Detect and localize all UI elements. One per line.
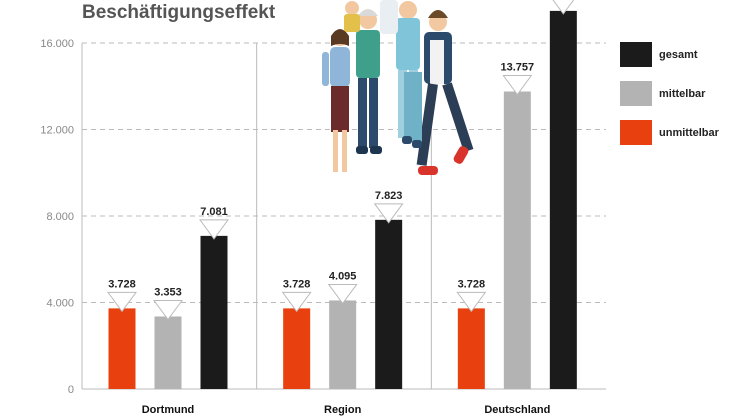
bar-gesamt <box>375 219 403 389</box>
value-pointer <box>153 299 183 321</box>
y-tick-label: 8.000 <box>46 211 74 223</box>
x-axis: Dortmund Region Deutschland <box>142 404 551 416</box>
bar-unmittelbar <box>108 308 136 389</box>
data-label: 13.757 <box>501 62 535 74</box>
x-tick-label: Dortmund <box>142 404 195 416</box>
bar-unmittelbar <box>283 308 311 389</box>
y-tick-label: 16.000 <box>40 38 74 50</box>
data-label: 4.095 <box>329 270 357 282</box>
value-pointer <box>199 219 229 240</box>
data-label: 7.823 <box>375 190 403 202</box>
value-pointer <box>281 291 312 313</box>
chart-title: Beschäftigungseffekt <box>82 2 276 23</box>
value-pointer <box>107 291 137 313</box>
x-tick-label: Region <box>324 404 362 416</box>
data-label: 3.728 <box>458 278 486 290</box>
legend-label: unmittelbar <box>659 127 720 139</box>
y-tick-label: 12.000 <box>40 125 74 137</box>
bar-mittelbar <box>329 300 357 389</box>
data-label: 3.728 <box>108 278 136 290</box>
value-pointer <box>373 203 404 224</box>
data-labels: 3.728 3.353 7.081 3.728 4.095 7.823 3.728 13.75… <box>107 0 575 321</box>
legend-swatch-mittelbar <box>620 81 652 106</box>
people-group-icon <box>322 0 474 175</box>
legend: gesamt mittelbar unmittelbar <box>620 42 720 145</box>
bar-gesamt <box>200 235 228 389</box>
legend-swatch-unmittelbar <box>620 120 652 145</box>
x-tick-label: Deutschland <box>484 404 550 416</box>
legend-swatch-gesamt <box>620 42 652 67</box>
data-label: 7.081 <box>200 206 228 218</box>
bar-unmittelbar <box>457 308 485 389</box>
data-label: 3.728 <box>283 278 311 290</box>
legend-label: gesamt <box>659 49 698 61</box>
y-tick-label: 0 <box>68 384 74 396</box>
legend-label: mittelbar <box>659 88 706 100</box>
y-tick-label: 4.000 <box>46 298 74 310</box>
bar-mittelbar <box>154 316 182 389</box>
value-pointer <box>327 283 358 305</box>
value-pointer <box>502 75 533 96</box>
data-label: 3.353 <box>154 286 182 298</box>
value-pointer <box>552 0 575 15</box>
bar-gesamt <box>549 10 577 390</box>
bar-mittelbar <box>503 91 531 389</box>
value-pointer <box>456 291 487 313</box>
bars <box>108 10 577 390</box>
